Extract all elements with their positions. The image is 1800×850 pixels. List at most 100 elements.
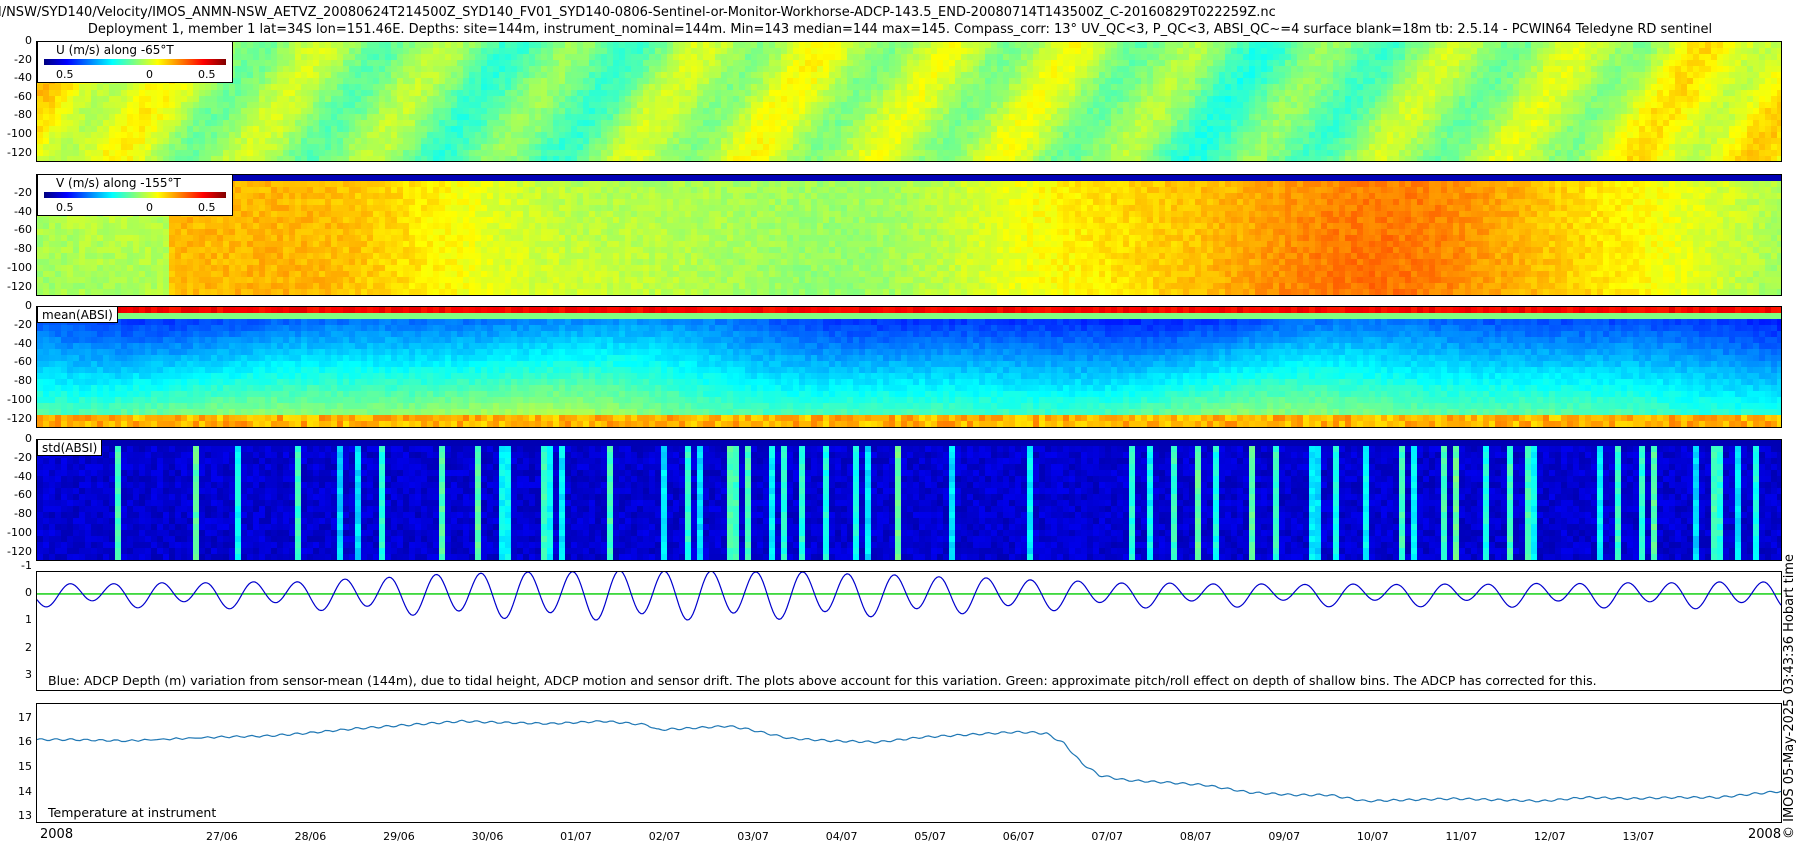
u-velocity-cell [601, 84, 607, 90]
u-velocity-cell [139, 138, 145, 144]
u-velocity-cell [139, 120, 145, 126]
u-velocity-cell [703, 132, 709, 138]
u-velocity-cell [949, 108, 955, 114]
u-velocity-cell [781, 102, 787, 108]
u-velocity-cell [919, 132, 925, 138]
u-velocity-cell [655, 114, 661, 120]
u-velocity-cell [337, 114, 343, 120]
u-velocity-cell [733, 54, 739, 60]
u-velocity-cell [697, 126, 703, 132]
u-velocity-cell [1009, 132, 1015, 138]
u-velocity-cell [307, 72, 313, 78]
u-velocity-cell [925, 120, 931, 126]
u-velocity-cell [1039, 66, 1045, 72]
u-velocity-cell [385, 102, 391, 108]
u-velocity-cell [1111, 90, 1117, 96]
u-velocity-cell [733, 138, 739, 144]
u-velocity-cell [757, 120, 763, 126]
u-velocity-cell [817, 150, 823, 156]
u-velocity-cell [763, 54, 769, 60]
u-velocity-cell [331, 90, 337, 96]
u-velocity-cell [781, 138, 787, 144]
u-velocity-cell [1387, 108, 1393, 114]
u-velocity-cell [475, 66, 481, 72]
u-velocity-cell [37, 150, 43, 156]
u-velocity-cell [823, 72, 829, 78]
u-velocity-cell [607, 156, 613, 161]
u-velocity-cell [1141, 78, 1147, 84]
u-velocity-cell [463, 78, 469, 84]
u-velocity-cell [127, 84, 133, 90]
u-velocity-cell [1063, 42, 1069, 48]
u-velocity-cell [631, 132, 637, 138]
u-velocity-cell [265, 60, 271, 66]
u-velocity-cell [691, 84, 697, 90]
u-velocity-cell [145, 108, 151, 114]
u-velocity-cell [613, 144, 619, 150]
u-velocity-cell [895, 66, 901, 72]
u-velocity-cell [241, 138, 247, 144]
u-velocity-cell [1093, 96, 1099, 102]
u-velocity-cell [1141, 60, 1147, 66]
u-velocity-cell [847, 96, 853, 102]
u-velocity-cell [547, 108, 553, 114]
u-velocity-cell [1129, 66, 1135, 72]
u-velocity-cell [1489, 78, 1495, 84]
u-velocity-cell [1303, 60, 1309, 66]
u-velocity-cell [37, 108, 43, 114]
u-velocity-cell [427, 102, 433, 108]
u-velocity-cell [1513, 132, 1519, 138]
u-velocity-cell [1453, 114, 1459, 120]
u-velocity-cell [55, 114, 61, 120]
u-velocity-cell [1093, 156, 1099, 161]
u-velocity-cell [943, 96, 949, 102]
u-velocity-cell [1021, 102, 1027, 108]
u-velocity-cell [697, 156, 703, 161]
u-velocity-cell [859, 42, 865, 48]
u-velocity-cell [1507, 90, 1513, 96]
u-velocity-cell [841, 84, 847, 90]
u-velocity-cell [1033, 48, 1039, 54]
u-velocity-cell [313, 66, 319, 72]
u-velocity-cell [583, 48, 589, 54]
u-velocity-cell [751, 144, 757, 150]
u-velocity-cell [847, 132, 853, 138]
u-velocity-cell [37, 102, 43, 108]
u-velocity-cell [169, 138, 175, 144]
u-velocity-cell [391, 54, 397, 60]
u-velocity-cell [829, 156, 835, 161]
u-velocity-cell [211, 108, 217, 114]
u-velocity-cell [793, 60, 799, 66]
u-velocity-cell [583, 126, 589, 132]
u-velocity-cell [1189, 132, 1195, 138]
u-velocity-cell [595, 102, 601, 108]
u-velocity-cell [1363, 108, 1369, 114]
u-velocity-cell [667, 66, 673, 72]
u-velocity-cell [715, 66, 721, 72]
u-velocity-cell [1447, 96, 1453, 102]
u-velocity-cell [967, 54, 973, 60]
u-velocity-cell [1471, 54, 1477, 60]
u-velocity-cell [1123, 144, 1129, 150]
u-velocity-cell [169, 144, 175, 150]
u-velocity-cell [1345, 114, 1351, 120]
u-velocity-cell [1207, 84, 1213, 90]
u-velocity-cell [1279, 78, 1285, 84]
u-velocity-cell [1051, 126, 1057, 132]
u-velocity-cell [1219, 120, 1225, 126]
u-velocity-cell [991, 66, 997, 72]
u-velocity-cell [979, 54, 985, 60]
u-velocity-cell [571, 60, 577, 66]
u-velocity-cell [763, 78, 769, 84]
u-velocity-cell [1177, 156, 1183, 161]
u-velocity-cell [1129, 60, 1135, 66]
u-velocity-cell [1429, 132, 1435, 138]
u-velocity-cell [751, 42, 757, 48]
u-velocity-cell [523, 90, 529, 96]
u-velocity-cell [787, 102, 793, 108]
u-velocity-cell [1375, 108, 1381, 114]
u-velocity-cell [937, 108, 943, 114]
u-velocity-cell [1357, 114, 1363, 120]
u-velocity-cell [1015, 120, 1021, 126]
u-velocity-cell [433, 42, 439, 48]
